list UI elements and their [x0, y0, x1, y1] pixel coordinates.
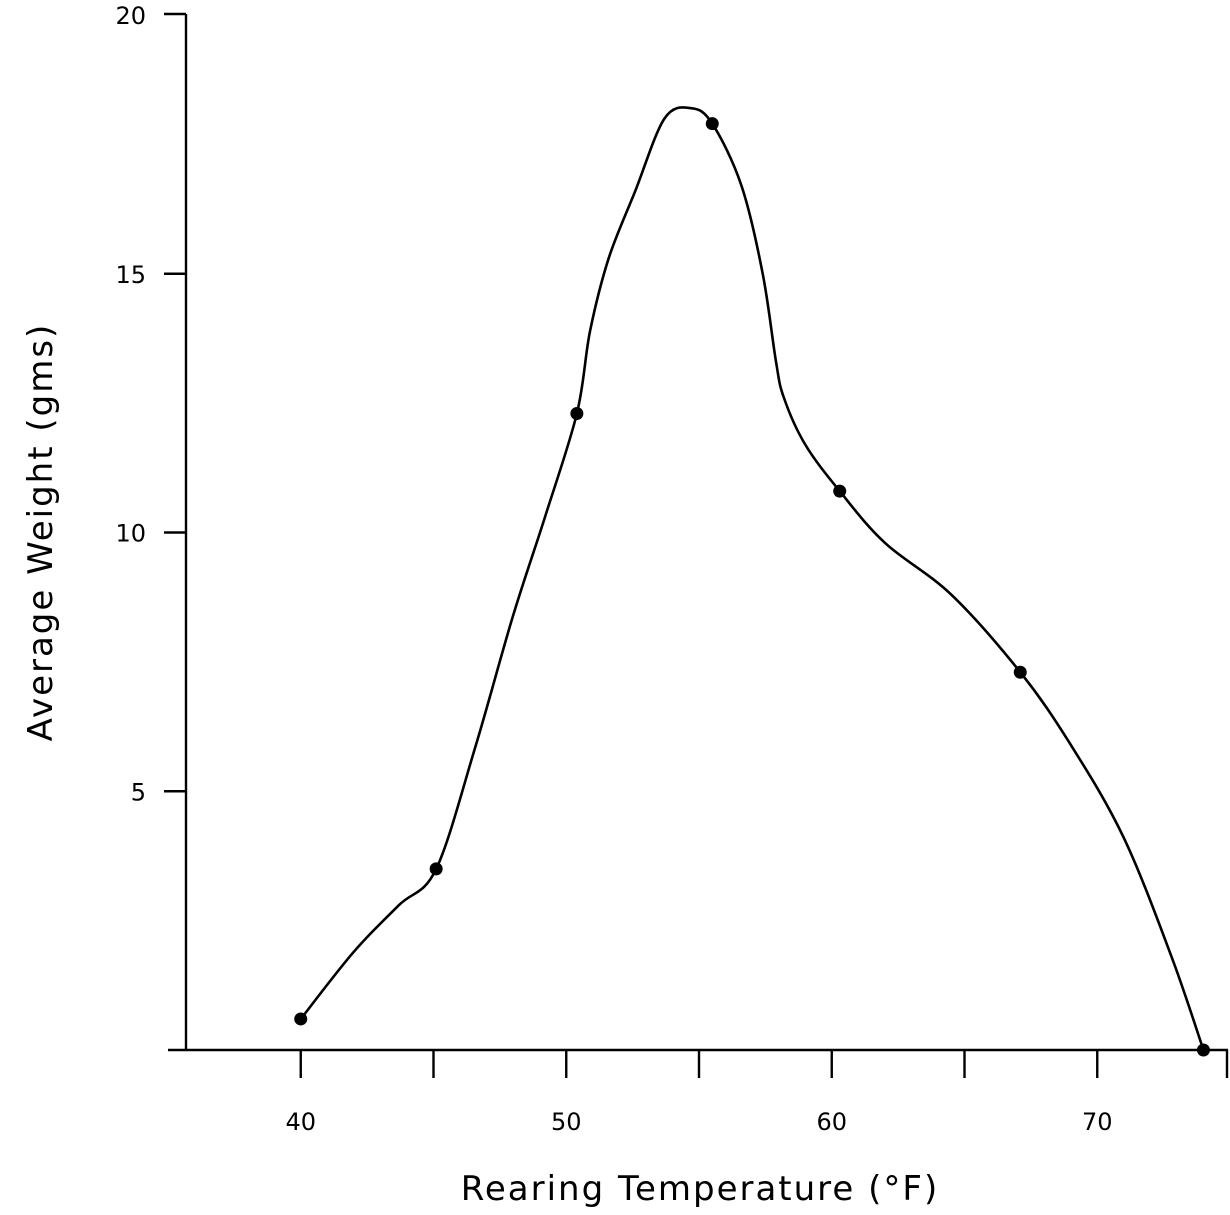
data-point [429, 862, 443, 876]
y-axis-label: Average Weight (gms) [21, 323, 61, 742]
data-point [705, 117, 719, 131]
y-tick-label: 15 [115, 261, 146, 289]
series-curve [299, 106, 1205, 1052]
y-tick-label: 5 [131, 778, 146, 806]
data-point [570, 406, 584, 420]
y-ticks [164, 272, 186, 793]
data-point [1013, 665, 1027, 679]
data-point [833, 484, 847, 498]
data-points [294, 117, 1210, 1057]
x-tick-label: 40 [285, 1108, 316, 1136]
x-tick-label: 60 [816, 1108, 847, 1136]
y-tick-label: 10 [115, 520, 146, 548]
data-point [294, 1012, 308, 1026]
data-point [1196, 1043, 1210, 1057]
x-axis-label: Rearing Temperature (°F) [461, 1169, 939, 1209]
x-ticks [299, 1050, 1229, 1078]
axes: 5 10 15 20 40 50 60 70 [115, 2, 1229, 1136]
x-tick-labels: 40 50 60 70 [285, 1108, 1112, 1136]
x-tick-label: 50 [551, 1108, 582, 1136]
y-tick-label: 20 [115, 2, 146, 30]
y-tick-labels: 5 10 15 20 [115, 2, 146, 806]
x-tick-label: 70 [1082, 1108, 1113, 1136]
